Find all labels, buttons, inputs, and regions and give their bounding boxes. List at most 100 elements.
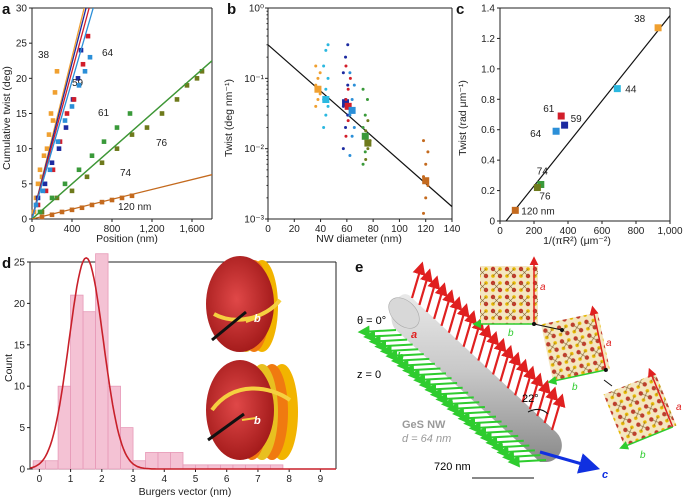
b-vector-arrow: [429, 388, 469, 401]
c-ytick-label: 0.2: [481, 186, 495, 197]
c-ytick-label: 0.8: [481, 95, 495, 106]
b-point: [361, 162, 365, 166]
length-label: 720 nm: [434, 461, 471, 473]
b-mean-74: [361, 132, 369, 140]
a-point: [69, 104, 75, 109]
c-ytick-label: 0: [489, 217, 495, 228]
b-vector-arrow: [407, 368, 447, 381]
a-vector-arrow: [514, 358, 529, 396]
b-ytick-label: 10⁰: [249, 4, 264, 15]
a-point: [159, 111, 165, 116]
a-point: [39, 174, 45, 180]
e-axis-a-label: a: [411, 329, 417, 341]
panel-b-ylabel: Twist (deg nm⁻¹): [223, 79, 235, 157]
b-vector-arrow: [440, 397, 480, 410]
panel-b: b 0 20 40 60 80 100 120 140 10⁻³ 10⁻² 10⁻¹ 10⁰ NW d…: [223, 1, 461, 245]
a-ytick-label: 10: [16, 144, 28, 155]
b-point: [314, 64, 318, 68]
tile3-a-label: a: [676, 402, 682, 413]
a-vector-arrow: [455, 303, 470, 340]
b-ytick-label: 10⁻¹: [244, 74, 264, 85]
b-vector-arrow: [402, 363, 441, 376]
d-ytick-label: 20: [14, 299, 26, 310]
a-point: [69, 188, 75, 194]
d-ytick-label: 10: [14, 382, 26, 393]
a-point: [56, 146, 62, 151]
c-point-label: 59: [571, 114, 583, 125]
a-point: [89, 202, 95, 208]
d-xtick-label: 6: [224, 474, 230, 485]
b-vector-arrow: [446, 402, 485, 415]
a-point: [184, 83, 190, 88]
a-point: [127, 111, 133, 116]
a-point: [69, 207, 75, 213]
b-vector-arrow: [385, 349, 424, 362]
a-point: [129, 193, 135, 199]
a-point: [85, 33, 91, 39]
e-axis-b-label: b: [397, 351, 404, 363]
b-point: [422, 139, 426, 143]
panel-letter-a: a: [2, 1, 11, 18]
a-point: [144, 125, 150, 130]
b-point: [350, 134, 354, 138]
a-vector-arrow: [462, 310, 477, 347]
a-ytick-label: 30: [16, 4, 28, 15]
b-point: [322, 125, 326, 129]
d-hist-bar: [170, 452, 184, 470]
a-point: [129, 132, 135, 137]
panel-letter-c: c: [456, 1, 464, 18]
b-vector-arrow: [396, 359, 435, 372]
a-series-label: 74: [120, 168, 132, 179]
panel-c-ylabel: Twist (rad μm⁻¹): [457, 80, 469, 156]
a-point: [33, 202, 39, 208]
d-ytick-label: 0: [19, 465, 25, 476]
panel-d-xlabel: Burgers vector (nm): [139, 486, 232, 498]
b-point: [366, 147, 370, 151]
e-axis-c-label: c: [602, 469, 608, 481]
c-point-64: [552, 127, 560, 135]
c-ytick-label: 1.2: [481, 34, 495, 45]
a-series-label: 64: [102, 48, 114, 59]
panel-a-ylabel: Cumulative twist (deg): [1, 66, 13, 170]
inset-burgers-label-bottom: b: [254, 415, 261, 427]
c-fit-line: [505, 15, 670, 221]
tile3-b-label: b: [640, 450, 646, 461]
b-point: [364, 129, 368, 133]
b-point: [344, 55, 348, 59]
a-vector-arrow: [410, 261, 426, 299]
d-xtick-label: 8: [286, 474, 292, 485]
b-xtick-label: 120: [417, 224, 434, 235]
green-b-vectors: [357, 325, 547, 468]
b-point: [366, 119, 370, 123]
a-point: [71, 97, 77, 102]
a-point: [174, 97, 180, 102]
a-point: [37, 209, 43, 215]
a-fit-line-74: [32, 60, 212, 219]
a-point: [59, 209, 65, 215]
c-ytick-label: 0.6: [481, 125, 495, 136]
b-ytick-label: 10⁻³: [244, 215, 264, 226]
b-vector-arrow: [468, 421, 508, 434]
panel-a: a 04008001,2001,600051015202530385961647…: [1, 1, 213, 245]
b-point: [346, 113, 350, 117]
c-point-label: 76: [539, 192, 551, 203]
a-point: [119, 195, 125, 201]
a-point: [101, 139, 107, 144]
b-xtick-label: 60: [341, 224, 353, 235]
a-vector-arrow: [477, 323, 492, 361]
b-vector-arrow: [452, 407, 491, 420]
d-xtick-label: 7: [255, 474, 261, 485]
a-point: [76, 167, 82, 173]
b-point: [316, 98, 320, 102]
a-point: [41, 153, 47, 158]
c-point-label: 61: [543, 104, 555, 115]
theta-label: θ = 0°: [357, 315, 386, 327]
a-ytick-label: 15: [16, 109, 28, 120]
a-series-label: 38: [38, 50, 50, 61]
crystal-tile-1: a b: [472, 256, 546, 339]
panel-a-xlabel: Position (nm): [96, 233, 158, 245]
c-xtick-label: 800: [628, 226, 645, 237]
b-vector-arrow: [435, 392, 474, 405]
a-point: [62, 181, 68, 187]
b-point: [361, 125, 365, 129]
